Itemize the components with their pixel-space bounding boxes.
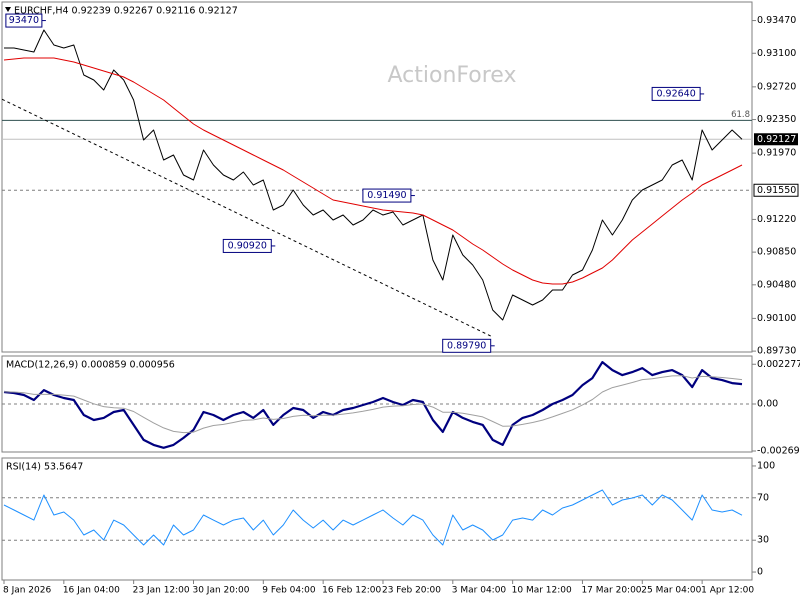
annotation-label: 0.91490 (367, 190, 406, 201)
x-tick-label: 25 Mar 04:00 (641, 586, 701, 596)
y-tick-label: 0.90850 (757, 247, 796, 258)
series-line (4, 29, 743, 321)
y-tick-label: 0.93470 (757, 15, 796, 26)
x-tick-label: 3 Mar 04:00 (452, 586, 507, 596)
x-tick-label: 16 Feb 12:00 (322, 586, 381, 596)
annotation-box (442, 338, 492, 353)
annotation-box (222, 238, 272, 253)
series-line (3, 361, 743, 449)
panel-frame (1, 1, 753, 353)
y-tick-label: 0.002277 (757, 359, 800, 370)
x-tick-label: 23 Feb 20:00 (382, 586, 441, 596)
y-tick-label: 0.93100 (757, 48, 796, 59)
price-box-label: 0.92127 (757, 134, 796, 145)
level-label: 0.91550 (757, 185, 796, 196)
x-tick-label: 8 Jan 2026 (3, 586, 51, 596)
series-line (3, 57, 743, 285)
y-tick-label: 0.92720 (757, 81, 796, 92)
title-arrow (5, 7, 11, 12)
annotation-label: 0.92640 (656, 88, 695, 99)
series-line (3, 489, 743, 546)
trend-line (1, 98, 493, 338)
x-tick-label: 16 Jan 04:00 (63, 586, 120, 596)
annotation-box (5, 13, 43, 28)
price-box (754, 133, 798, 146)
y-tick-label: 70 (757, 492, 769, 503)
panel-title: MACD(12,26,9) 0.000859 0.000956 (6, 360, 175, 371)
y-tick-label: 0.90100 (757, 313, 796, 324)
level-box (753, 183, 799, 197)
y-tick-label: 0.00 (757, 399, 778, 410)
x-tick-label: 10 Mar 12:00 (512, 586, 572, 596)
y-tick-label: 0 (757, 567, 763, 578)
y-tick-label: 0.89730 (757, 346, 796, 357)
annotation-box (651, 86, 701, 101)
level-label: 61.8 (731, 110, 750, 120)
watermark: ActionForex (388, 63, 517, 88)
series-line (3, 375, 743, 434)
panel-title: RSI(14) 53.5647 (6, 462, 83, 473)
x-tick-label: 9 Feb 04:00 (262, 586, 316, 596)
y-tick-label: 30 (757, 535, 769, 546)
x-tick-label: 17 Mar 20:00 (581, 586, 641, 596)
panel-frame (1, 457, 753, 581)
annotation-label: 93470 (9, 15, 39, 26)
annotation-label: 0.89790 (447, 340, 486, 351)
y-tick-label: 100 (757, 460, 775, 471)
y-tick-label: 0.91220 (757, 214, 796, 225)
annotation-label: 0.90920 (228, 240, 267, 251)
y-tick-label: -0.002693 (757, 446, 800, 457)
x-tick-label: 30 Jan 20:00 (192, 586, 249, 596)
x-tick-label: 23 Jan 12:00 (133, 586, 190, 596)
y-tick-label: 0.91970 (757, 148, 796, 159)
x-tick-label: 1 Apr 12:00 (701, 586, 754, 596)
panel-title: EURCHF,H4 0.92239 0.92267 0.92116 0.9212… (14, 6, 238, 17)
annotation-box (362, 188, 412, 203)
y-tick-label: 0.92350 (757, 114, 796, 125)
y-tick-label: 0.90480 (757, 279, 796, 290)
